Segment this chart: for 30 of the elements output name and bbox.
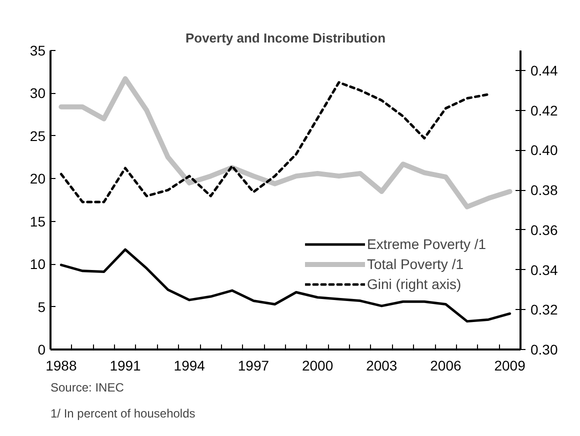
y-tick-label: 5 [38,298,46,315]
x-tick-label: 2000 [302,358,334,374]
x-tick-label: 2009 [494,358,526,374]
y-tick-label: 35 [30,42,46,58]
legend-label: Gini (right axis) [367,276,462,292]
y-tick-label: 10 [30,256,46,272]
chart-title: Poverty and Income Distribution [185,30,386,46]
y2-tick-label: 0.40 [530,142,558,158]
y-tick-label: 30 [30,85,46,102]
x-tick-label: 1988 [46,358,77,374]
y2-tick-label: 0.32 [530,302,558,318]
x-tick-label: 1991 [110,358,142,374]
x-tick-label: 1994 [174,358,206,374]
legend-label: Total Poverty /1 [367,256,464,272]
y-tick-label: 20 [30,170,46,187]
y2-tick-label: 0.42 [530,102,558,118]
y2-tick-label: 0.36 [530,222,558,238]
text: 1/ In percent of households [50,406,196,420]
y-tick-label: 0 [38,342,46,358]
y2-tick-label: 0.44 [530,62,558,78]
y2-tick-label: 0.30 [530,342,558,358]
y-tick-label: 25 [30,128,46,144]
x-tick-label: 2003 [366,358,398,374]
y2-tick-label: 0.34 [530,262,558,278]
source-note: Source: INEC [50,380,124,394]
legend-label: Extreme Poverty /1 [367,236,486,252]
y-tick-label: 15 [30,213,46,230]
x-tick-label: 2006 [430,358,462,374]
y2-tick-label: 0.38 [530,182,558,198]
x-tick-label: 1997 [238,358,270,374]
